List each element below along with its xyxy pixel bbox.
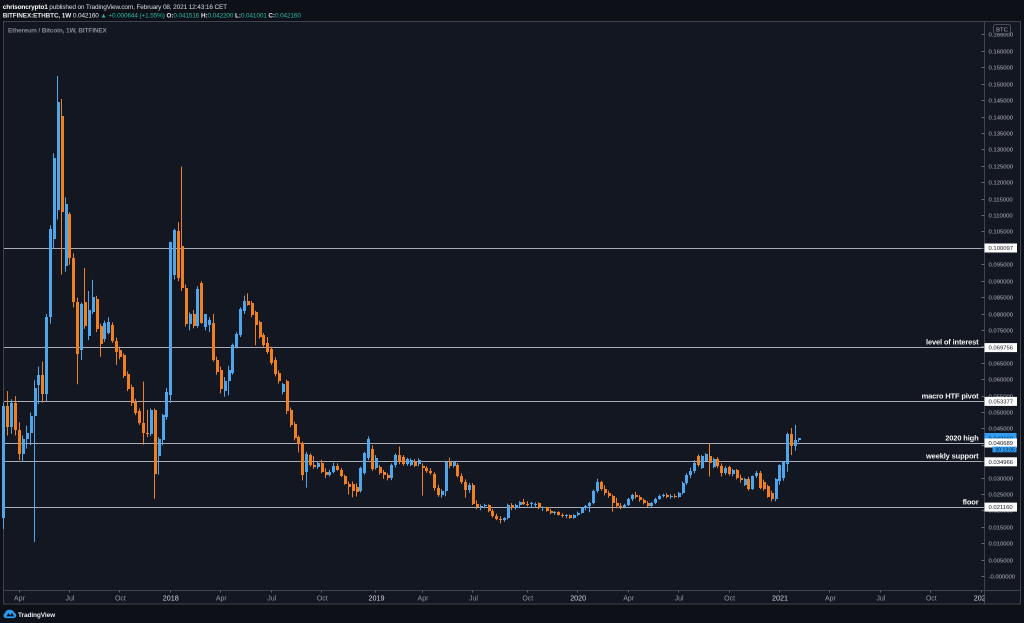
svg-text:Apr: Apr xyxy=(418,595,430,602)
svg-text:0.145000: 0.145000 xyxy=(989,99,1014,105)
svg-text:Apr: Apr xyxy=(825,595,837,602)
svg-text:0.130000: 0.130000 xyxy=(989,148,1014,154)
svg-text:Oct: Oct xyxy=(522,595,533,602)
svg-text:Jul: Jul xyxy=(469,595,478,602)
svg-text:Jul: Jul xyxy=(876,595,885,602)
svg-text:2019: 2019 xyxy=(369,593,385,602)
svg-text:0.034966: 0.034966 xyxy=(989,460,1014,466)
svg-text:0.120000: 0.120000 xyxy=(989,181,1014,187)
svg-text:Jul: Jul xyxy=(267,595,276,602)
svg-text:Ethereum / Bitcoin, 1W, BITFIN: Ethereum / Bitcoin, 1W, BITFINEX xyxy=(8,28,108,35)
svg-text:0.150000: 0.150000 xyxy=(989,83,1014,89)
svg-text:Apr: Apr xyxy=(14,595,26,602)
svg-text:0.135000: 0.135000 xyxy=(989,132,1014,138)
svg-text:0.115000: 0.115000 xyxy=(989,198,1014,204)
svg-text:BTC: BTC xyxy=(996,27,1009,33)
svg-text:0.095000: 0.095000 xyxy=(989,263,1014,269)
svg-text:0.069756: 0.069756 xyxy=(989,346,1014,352)
svg-text:0.075000: 0.075000 xyxy=(989,329,1014,335)
svg-text:0.125000: 0.125000 xyxy=(989,165,1014,171)
svg-text:Oct: Oct xyxy=(724,595,735,602)
svg-text:0.140000: 0.140000 xyxy=(989,116,1014,122)
svg-text:0.160000: 0.160000 xyxy=(989,50,1014,56)
svg-text:0.040689: 0.040689 xyxy=(989,441,1014,447)
svg-text:0.053377: 0.053377 xyxy=(989,400,1014,406)
svg-text:0.100097: 0.100097 xyxy=(989,246,1014,252)
svg-text:0.060000: 0.060000 xyxy=(989,378,1014,384)
svg-text:Oct: Oct xyxy=(115,595,126,602)
svg-text:-0.000000: -0.000000 xyxy=(989,575,1016,581)
svg-text:2020: 2020 xyxy=(570,593,586,602)
svg-text:0.010000: 0.010000 xyxy=(989,542,1014,548)
svg-text:Apr: Apr xyxy=(216,595,228,602)
svg-text:2021: 2021 xyxy=(772,593,788,602)
svg-text:0.110000: 0.110000 xyxy=(989,214,1014,220)
svg-text:TradingView: TradingView xyxy=(18,612,56,619)
svg-text:BITFINEX:ETHBTC, 1W 0.042160: BITFINEX:ETHBTC, 1W 0.042160 ▲ +0.000644… xyxy=(3,13,302,20)
svg-text:Jul: Jul xyxy=(675,595,684,602)
svg-text:level of interest: level of interest xyxy=(926,338,979,347)
svg-text:0.030000: 0.030000 xyxy=(989,477,1014,483)
svg-text:weekly support: weekly support xyxy=(925,452,979,461)
svg-text:Apr: Apr xyxy=(623,595,635,602)
svg-text:2020 high: 2020 high xyxy=(945,434,979,443)
svg-text:0.085000: 0.085000 xyxy=(989,296,1014,302)
svg-text:2022: 2022 xyxy=(974,593,990,602)
svg-text:2018: 2018 xyxy=(163,593,179,602)
svg-text:Oct: Oct xyxy=(926,595,937,602)
svg-text:0.005000: 0.005000 xyxy=(989,559,1014,565)
svg-text:0.165000: 0.165000 xyxy=(989,33,1014,39)
svg-text:0.050000: 0.050000 xyxy=(989,411,1014,417)
svg-text:0.080000: 0.080000 xyxy=(989,313,1014,319)
svg-text:0.021160: 0.021160 xyxy=(989,505,1014,511)
svg-text:0.105000: 0.105000 xyxy=(989,230,1014,236)
svg-text:0.155000: 0.155000 xyxy=(989,66,1014,72)
svg-text:0.025000: 0.025000 xyxy=(989,493,1014,499)
svg-text:macro HTF pivot: macro HTF pivot xyxy=(922,392,980,401)
svg-text:floor: floor xyxy=(963,498,979,507)
svg-text:0.065000: 0.065000 xyxy=(989,362,1014,368)
svg-text:0.045000: 0.045000 xyxy=(989,427,1014,433)
svg-text:chrisoncrypto1 published on Tr: chrisoncrypto1 published on TradingView.… xyxy=(3,4,227,11)
svg-text:0.015000: 0.015000 xyxy=(989,526,1014,532)
svg-text:0.090000: 0.090000 xyxy=(989,280,1014,286)
svg-text:Jul: Jul xyxy=(66,595,75,602)
svg-text:Oct: Oct xyxy=(317,595,328,602)
svg-text:00 13:05: 00 13:05 xyxy=(996,447,1016,453)
